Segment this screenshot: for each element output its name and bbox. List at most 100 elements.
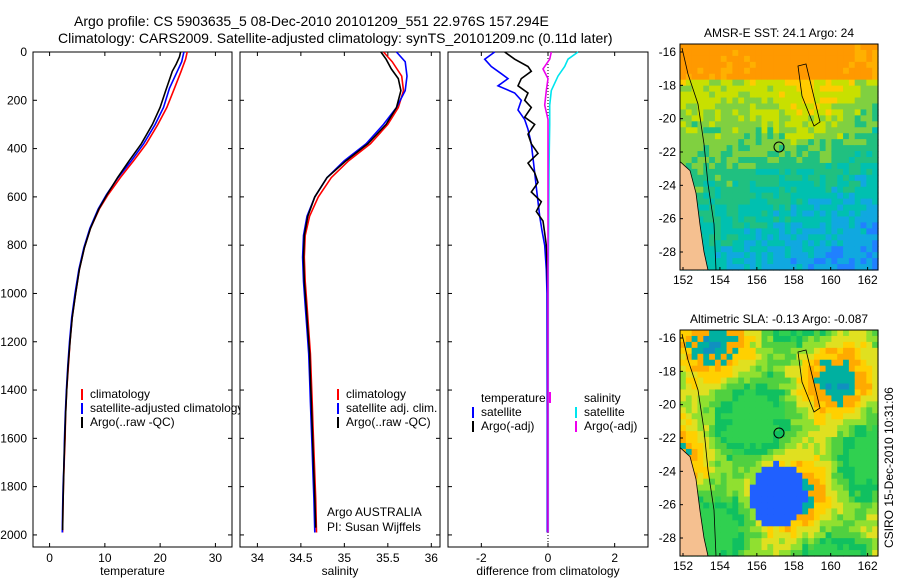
map-cell	[755, 49, 763, 57]
map-cell	[749, 460, 757, 468]
map-cell	[796, 532, 803, 539]
map-cell	[819, 91, 827, 99]
map-cell	[860, 466, 867, 474]
map-cell	[819, 502, 827, 510]
depth-contour	[681, 333, 717, 557]
map-cell	[720, 550, 728, 557]
map-cell	[738, 222, 745, 229]
map-cell	[767, 359, 774, 367]
map-cell	[784, 192, 792, 200]
map-cell	[854, 49, 862, 57]
map-cell	[732, 139, 739, 146]
map-cell	[831, 472, 838, 480]
map-cell	[796, 97, 803, 105]
map-cell	[773, 347, 780, 355]
map-cell	[773, 73, 780, 81]
map-cell	[703, 79, 710, 87]
map-cell	[854, 330, 862, 337]
map-cell	[744, 115, 751, 122]
map-cell	[843, 228, 850, 235]
map-cell	[854, 401, 862, 408]
map-cell	[819, 168, 827, 176]
map-cell	[808, 407, 815, 414]
map-cell	[726, 371, 734, 379]
map-cell	[796, 454, 803, 462]
map-cell	[790, 162, 798, 170]
map-cell	[866, 532, 873, 539]
map-cell	[872, 419, 879, 426]
map-cell	[685, 61, 693, 69]
map-cell	[796, 448, 803, 456]
map-cell	[872, 466, 879, 474]
map-cell	[744, 145, 751, 152]
map-cell	[866, 538, 873, 545]
map-cell	[819, 115, 827, 122]
map-cell	[860, 180, 867, 188]
map-cell	[773, 353, 780, 361]
map-cell	[860, 127, 867, 134]
map-cell	[866, 472, 873, 480]
map-cell	[802, 431, 809, 438]
map-cell	[720, 365, 728, 373]
map-cell	[720, 49, 728, 57]
map-cell	[720, 44, 728, 51]
map-cell	[825, 502, 833, 510]
map-cell	[843, 139, 850, 146]
map-cell	[854, 454, 862, 462]
map-cell	[843, 353, 850, 361]
map-cell	[749, 335, 757, 343]
map-cell	[790, 454, 798, 462]
map-cell	[819, 222, 827, 229]
map-cell	[685, 371, 693, 379]
map-cell	[709, 389, 716, 397]
map-cell	[779, 264, 786, 271]
map-cell	[825, 61, 833, 69]
map-cell	[755, 145, 763, 152]
map-cell	[779, 538, 786, 545]
map-cell	[726, 502, 734, 510]
map-cell	[784, 133, 792, 140]
map-cell	[697, 85, 704, 93]
map-cell	[796, 419, 803, 426]
map-cell	[784, 407, 792, 414]
map-cell	[813, 198, 821, 206]
map-cell	[779, 151, 786, 158]
map-cell	[697, 341, 704, 349]
map-cell	[691, 139, 699, 146]
map-cell	[860, 443, 867, 450]
map-cell	[831, 383, 838, 391]
map-cell	[808, 192, 815, 200]
map-cell	[784, 252, 792, 259]
map-cell	[726, 162, 734, 170]
map-cell	[732, 174, 739, 182]
map-cell	[802, 121, 809, 128]
map-cell	[819, 103, 827, 111]
map-cell	[866, 448, 873, 456]
map-cell	[831, 246, 838, 253]
map-cell	[831, 466, 838, 474]
map-cell	[796, 180, 803, 188]
map-cell	[872, 502, 879, 510]
map-y-tick-label: -24	[659, 178, 677, 192]
map-cell	[773, 389, 780, 397]
map-cell	[767, 502, 774, 510]
map-cell	[808, 127, 815, 134]
map-cell	[755, 341, 763, 349]
map-cell	[761, 151, 768, 158]
map-cell	[825, 484, 833, 492]
plot-frame	[239, 51, 441, 548]
map-cell	[796, 157, 803, 164]
map-cell	[697, 91, 704, 99]
map-cell	[697, 186, 704, 194]
map-cell	[709, 168, 716, 176]
map-cell	[738, 91, 745, 99]
map-cell	[773, 115, 780, 122]
map-cell	[837, 419, 844, 426]
map-cell	[796, 252, 803, 259]
y-tick-label: 1800	[0, 480, 27, 494]
map-cell	[761, 174, 768, 182]
map-cell	[866, 67, 873, 75]
map-cell	[784, 198, 792, 206]
map-cell	[761, 472, 768, 480]
map-cell	[808, 520, 815, 527]
